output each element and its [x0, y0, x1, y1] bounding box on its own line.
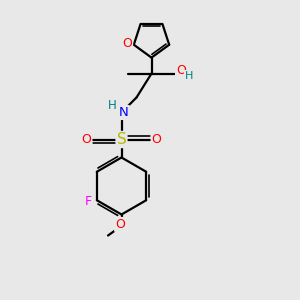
Text: O: O [115, 218, 125, 231]
Text: O: O [82, 133, 91, 146]
Text: O: O [122, 37, 132, 50]
Text: H: H [107, 99, 116, 112]
Text: H: H [185, 71, 193, 81]
Text: N: N [119, 106, 129, 119]
Text: O: O [152, 133, 161, 146]
Text: F: F [84, 195, 92, 208]
Text: O: O [176, 64, 186, 77]
Text: S: S [117, 132, 126, 147]
